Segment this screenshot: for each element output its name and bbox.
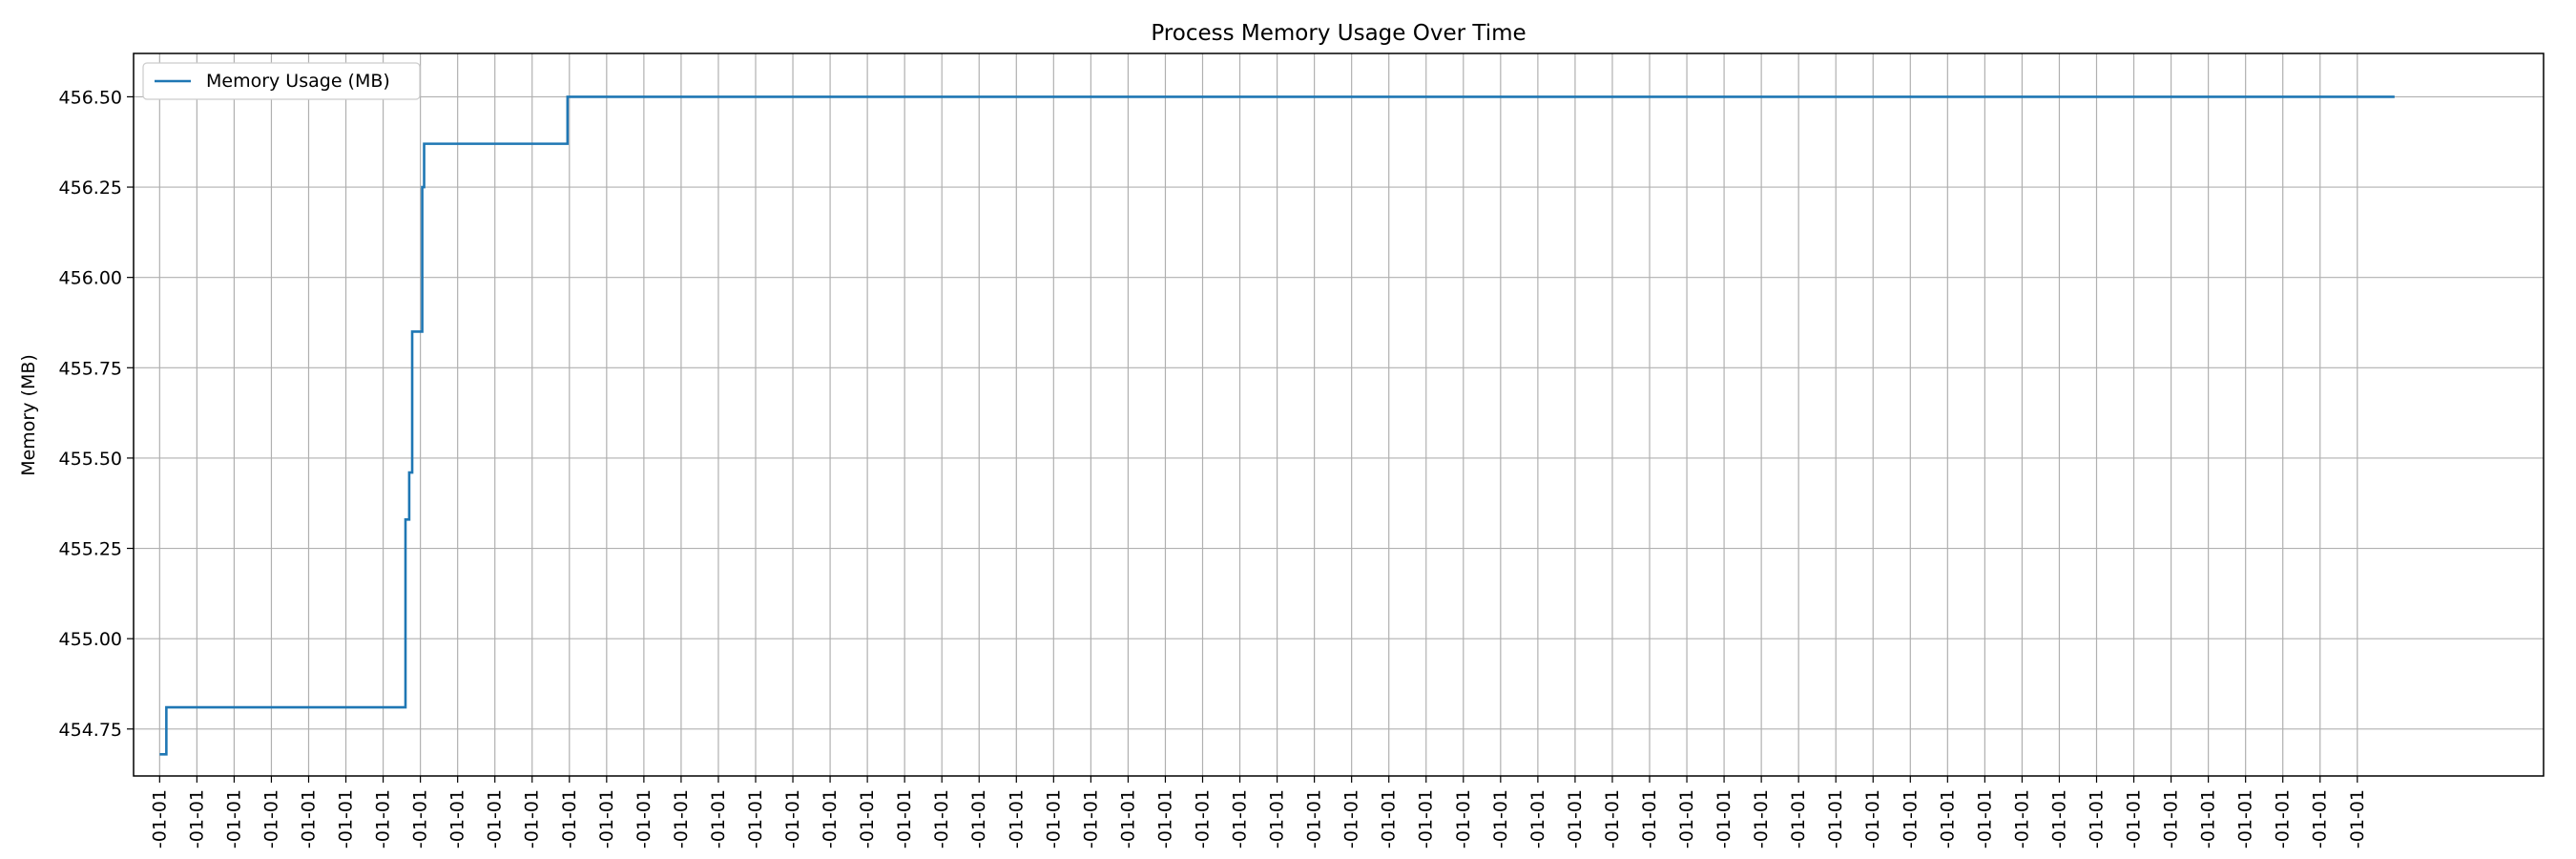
x-tick-label: -01-01: [745, 789, 766, 849]
series-line: [159, 95, 2395, 756]
x-tick-label: -01-01: [2198, 789, 2219, 849]
legend-box: [142, 62, 421, 100]
x-tick-label: -01-01: [1154, 789, 1175, 849]
y-tick-label: 454.75: [59, 720, 122, 741]
x-tick-label: -01-01: [298, 789, 319, 849]
x-tick-label: -01-01: [1862, 789, 1883, 849]
x-tick-label: -01-01: [708, 789, 729, 849]
x-tick-label: -01-01: [2347, 789, 2368, 849]
x-tick-label: -01-01: [1341, 789, 1362, 849]
x-tick-label: -01-01: [1676, 789, 1697, 849]
x-tick-label: -01-01: [336, 789, 357, 849]
y-tick-label: 455.00: [59, 629, 122, 650]
x-tick-label: -01-01: [1714, 789, 1735, 849]
x-tick-label: -01-01: [1453, 789, 1474, 849]
x-tick-label: -01-01: [2048, 789, 2069, 849]
chart-title: Process Memory Usage Over Time: [1151, 21, 1526, 46]
x-tick-label: -01-01: [260, 789, 281, 849]
x-tick-label: -01-01: [1304, 789, 1325, 849]
x-tick-label: -01-01: [2086, 789, 2107, 849]
x-tick-label: -01-01: [522, 789, 543, 849]
x-tick-label: -01-01: [857, 789, 878, 849]
x-tick-label: -01-01: [1117, 789, 1138, 849]
grid-lines: [134, 53, 2544, 776]
x-tick-label: -01-01: [1788, 789, 1809, 849]
x-tick-label: -01-01: [1379, 789, 1400, 849]
x-tick-label: -01-01: [1751, 789, 1772, 849]
x-tick-label: -01-01: [1639, 789, 1660, 849]
x-tick-label: -01-01: [1080, 789, 1101, 849]
x-tick-label: -01-01: [1825, 789, 1846, 849]
x-tick-label: -01-01: [1192, 789, 1213, 849]
x-tick-label: -01-01: [1230, 789, 1251, 849]
y-tick-label: 456.50: [59, 87, 122, 108]
x-tick-label: -01-01: [1490, 789, 1511, 849]
x-axis-ticks: -01-01 -01-01 -01-01 -01-01 -01-01 -01-01 -01-…: [149, 776, 2368, 849]
x-tick-label: -01-01: [1974, 789, 1995, 849]
x-tick-label: -01-01: [186, 789, 207, 849]
y-tick-label: 455.75: [59, 358, 122, 379]
x-tick-label: -01-01: [1006, 789, 1027, 849]
x-tick-label: -01-01: [485, 789, 506, 849]
x-tick-label: -01-01: [1416, 789, 1437, 849]
x-tick-label: -01-01: [373, 789, 394, 849]
legend: Memory Usage (MB): [142, 62, 421, 100]
x-tick-label: -01-01: [596, 789, 617, 849]
y-tick-label: 455.50: [59, 449, 122, 470]
x-tick-label: -01-01: [968, 789, 989, 849]
y-tick-label: 455.25: [59, 539, 122, 560]
y-axis-label: Memory (MB): [18, 354, 39, 476]
x-tick-label: -01-01: [782, 789, 803, 849]
x-tick-label: -01-01: [1043, 789, 1064, 849]
x-tick-label: -01-01: [223, 789, 244, 849]
x-tick-label: -01-01: [1267, 789, 1288, 849]
x-tick-label: -01-01: [559, 789, 580, 849]
x-tick-label: -01-01: [2310, 789, 2331, 849]
y-axis-ticks: 454.75 455.00 455.25 455.50 455.75 456.00 456.…: [59, 87, 134, 741]
x-tick-label: -01-01: [2161, 789, 2182, 849]
x-tick-label: -01-01: [1937, 789, 1958, 849]
x-tick-label: -01-01: [1602, 789, 1623, 849]
x-tick-label: -01-01: [1565, 789, 1586, 849]
x-tick-label: -01-01: [1900, 789, 1921, 849]
x-tick-label: -01-01: [820, 789, 841, 849]
x-tick-label: -01-01: [1527, 789, 1548, 849]
x-tick-label: -01-01: [634, 789, 654, 849]
y-tick-label: 456.00: [59, 268, 122, 289]
x-tick-label: -01-01: [2124, 789, 2145, 849]
x-tick-label: -01-01: [2235, 789, 2256, 849]
x-tick-label: -01-01: [671, 789, 692, 849]
plot-frame: [133, 52, 2545, 777]
x-tick-label: -01-01: [894, 789, 915, 849]
x-tick-label: -01-01: [410, 789, 431, 849]
x-tick-label: -01-01: [447, 789, 468, 849]
x-tick-label: -01-01: [2011, 789, 2032, 849]
y-tick-label: 456.25: [59, 178, 122, 199]
x-tick-label: -01-01: [2273, 789, 2294, 849]
legend-label: Memory Usage (MB): [206, 71, 390, 92]
x-tick-label: -01-01: [931, 789, 952, 849]
x-tick-label: -01-01: [149, 789, 170, 849]
series-lines: [159, 95, 2395, 756]
